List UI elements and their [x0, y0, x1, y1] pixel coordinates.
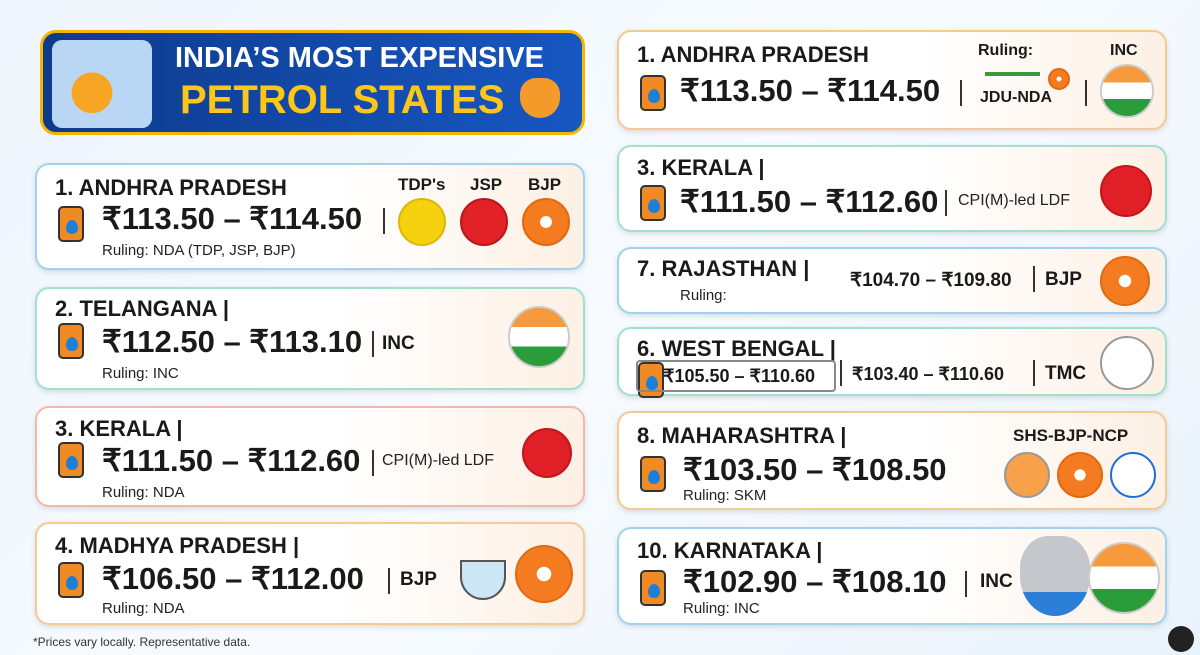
card [617, 145, 1167, 232]
inc-logo [508, 306, 570, 368]
separator [383, 208, 385, 234]
state-title: 1. ANDHRA PRADESH [55, 175, 287, 200]
party-name: BJP [1045, 269, 1082, 290]
price-range: ₹102.90 – ₹108.10 [683, 564, 947, 599]
party-name: TMC [1045, 363, 1087, 384]
party-label: BJP [528, 175, 562, 194]
separator [960, 80, 962, 106]
price-range: ₹103.50 – ₹108.50 [683, 452, 947, 487]
jdu-arrow [985, 72, 1040, 76]
shs-logo [1004, 452, 1050, 498]
ruling-text: Ruling: [978, 42, 1034, 59]
card [617, 30, 1167, 130]
cpim-logo [522, 428, 572, 478]
india-map-grey [1020, 536, 1090, 616]
ruling-text: Ruling: INC [102, 365, 179, 382]
ruling-text: Ruling: NDA [102, 484, 185, 501]
fuel-drop [648, 89, 660, 103]
ruling-text: Ruling: NDA [102, 600, 185, 617]
state-title: 10. KARNATAKA | [637, 538, 823, 563]
state-title: 1. ANDHRA PRADESH [637, 42, 869, 67]
bjp-logo [515, 545, 573, 603]
state-title: 3. KERALA | [637, 155, 765, 180]
price-range: ₹103.40 – ₹110.60 [852, 364, 1005, 384]
party-name: INC [382, 333, 415, 354]
separator [372, 331, 374, 357]
ruling-text: Ruling: INC [683, 600, 760, 617]
party-name: INC [1110, 42, 1138, 59]
card [617, 247, 1167, 314]
bjp-logo [1048, 68, 1070, 90]
jsp-logo [460, 198, 508, 246]
party-name: BJP [400, 569, 437, 590]
price-range: ₹106.50 – ₹112.00 [102, 561, 364, 596]
header-title-line1: INDIA’S MOST EXPENSIVE [175, 42, 545, 74]
separator [945, 190, 947, 216]
state-title: 3. KERALA | [55, 416, 183, 441]
price-box [636, 360, 836, 392]
bjp-logo [1057, 452, 1103, 498]
fuel-drop [66, 456, 78, 470]
party-name: SHS-BJP-NCP [1013, 426, 1129, 445]
fuel-pump-icon [640, 75, 666, 111]
fuel-drop [646, 376, 658, 390]
india-map [520, 78, 560, 118]
ruling-text: Ruling: [680, 287, 727, 304]
bjp-logo [1100, 256, 1150, 306]
state-title: 7. RAJASTHAN | [637, 256, 810, 281]
card [35, 287, 585, 390]
inc-logo [1088, 542, 1160, 614]
price-range: ₹112.50 – ₹113.10 [102, 324, 363, 359]
state-title: 2. TELANGANA | [55, 296, 230, 321]
tdp-logo [398, 198, 446, 246]
ruling-text: Ruling: NDA (TDP, JSP, BJP) [102, 242, 296, 259]
party-name: CPI(M)-led LDF [382, 452, 495, 469]
card [35, 522, 585, 625]
fuel-drop [66, 220, 78, 234]
ncp-logo [1110, 452, 1156, 498]
party-name: CPI(M)-led LDF [958, 192, 1071, 209]
brand-logo [1168, 626, 1194, 652]
bjp-logo [522, 198, 570, 246]
alliance-name: JDU-NDA [980, 89, 1052, 106]
price-range: ₹113.50 – ₹114.50 [680, 73, 941, 108]
fuel-drop [648, 584, 660, 598]
separator [840, 360, 842, 386]
lamp-icon [460, 560, 506, 600]
state-title: 6. WEST BENGAL | [637, 336, 836, 361]
separator [965, 571, 967, 597]
ruling-text: Ruling: SKM [683, 487, 767, 504]
inc-logo [1100, 64, 1154, 118]
separator [1085, 80, 1087, 106]
state-title: 8. MAHARASHTRA | [637, 423, 847, 448]
footnote: *Prices vary locally. Representative dat… [33, 635, 251, 649]
party-label: TDP's [398, 175, 446, 194]
price-range: ₹111.50 – ₹112.60 [102, 443, 361, 478]
header-title-line2: PETROL STATES [180, 78, 505, 122]
price-range: ₹113.50 – ₹114.50 [102, 201, 363, 236]
party-label: JSP [470, 175, 503, 194]
fuel-drop [66, 337, 78, 351]
fuel-pump-icon [58, 206, 84, 242]
price-range: ₹105.50 – ₹110.60 [663, 366, 816, 386]
fuel-drop [66, 576, 78, 590]
separator [372, 450, 374, 476]
separator [388, 568, 390, 594]
fuel-drop [648, 470, 660, 484]
state-title: 4. MADHYA PRADESH | [55, 533, 300, 558]
separator [1033, 360, 1035, 386]
card [35, 406, 585, 507]
tmc-logo [1100, 336, 1154, 390]
price-range: ₹104.70 – ₹109.80 [850, 270, 1012, 291]
fuel-drop [648, 199, 660, 213]
cpim-logo [1100, 165, 1152, 217]
header-art [52, 40, 152, 128]
price-range: ₹111.50 – ₹112.60 [680, 184, 939, 219]
party-name: INC [980, 571, 1013, 592]
separator [1033, 266, 1035, 292]
